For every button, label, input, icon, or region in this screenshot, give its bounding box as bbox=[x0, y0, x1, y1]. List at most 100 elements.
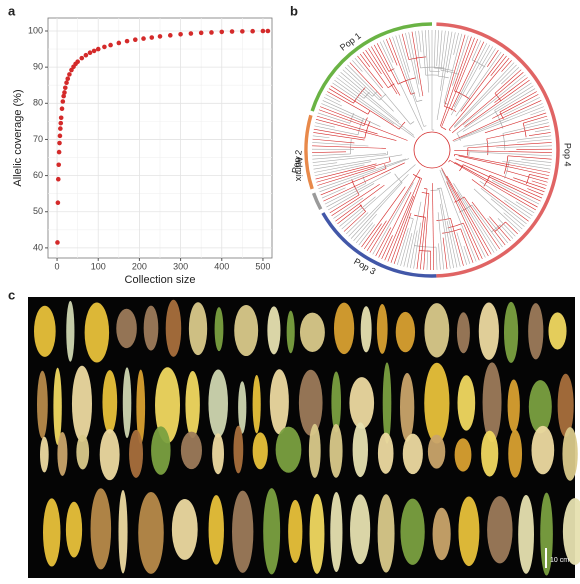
tree-branch bbox=[451, 71, 524, 134]
tree-branch bbox=[450, 218, 464, 266]
tree-arc bbox=[434, 67, 454, 72]
tree-branch bbox=[529, 173, 549, 180]
vegetable bbox=[518, 495, 535, 574]
vegetable bbox=[43, 498, 61, 567]
tree-branch bbox=[454, 150, 552, 153]
tree-branch bbox=[325, 94, 341, 103]
tree-arc bbox=[357, 117, 364, 135]
tree-branch bbox=[517, 138, 552, 143]
tree-branch bbox=[312, 142, 369, 147]
tree-branch bbox=[489, 216, 511, 242]
vegetable bbox=[350, 494, 371, 565]
vegetables bbox=[34, 299, 580, 576]
data-point bbox=[91, 48, 97, 54]
tree-arc bbox=[414, 214, 426, 218]
tree-arc bbox=[438, 75, 449, 79]
vegetable bbox=[531, 425, 555, 475]
tree-branch bbox=[355, 222, 374, 244]
tree-branch bbox=[502, 122, 549, 134]
tree-branch bbox=[314, 125, 359, 136]
tree-branch bbox=[456, 82, 532, 134]
tree-arc bbox=[483, 175, 491, 187]
tree-branch bbox=[450, 44, 491, 116]
tree-branch bbox=[330, 85, 400, 130]
tree-branch bbox=[432, 183, 434, 270]
y-tick-label: 90 bbox=[33, 62, 43, 72]
tree-branch bbox=[456, 232, 467, 265]
tree-branch bbox=[322, 100, 381, 127]
tree-branch bbox=[471, 204, 503, 248]
data-point bbox=[240, 29, 245, 34]
tree-branch bbox=[463, 135, 552, 147]
vegetable bbox=[180, 431, 203, 470]
vegetable bbox=[487, 496, 513, 564]
tree-branch bbox=[400, 218, 414, 266]
tree-branch bbox=[453, 62, 515, 127]
vegetable bbox=[214, 307, 224, 352]
tree-arc bbox=[412, 173, 421, 179]
y-tick-label: 40 bbox=[33, 242, 43, 252]
tree-branch bbox=[411, 31, 424, 97]
vegetable bbox=[76, 434, 90, 470]
tree-arc bbox=[408, 56, 426, 60]
tree-arc bbox=[384, 164, 387, 169]
tree-branch bbox=[372, 182, 414, 255]
tree-branch bbox=[395, 35, 417, 102]
tree-branch bbox=[534, 128, 551, 133]
tree-branch bbox=[471, 40, 482, 61]
tree-branch bbox=[342, 69, 373, 97]
tree-branch bbox=[454, 37, 475, 91]
data-point bbox=[58, 115, 64, 121]
tree-arc bbox=[522, 123, 527, 138]
tree-branch bbox=[496, 145, 552, 149]
tree-branch bbox=[368, 48, 398, 95]
vegetable bbox=[329, 423, 343, 478]
tree-branch bbox=[423, 193, 430, 270]
tree-branch bbox=[340, 71, 400, 123]
tree-branch bbox=[314, 161, 372, 173]
data-point bbox=[57, 140, 62, 146]
tree-branch bbox=[341, 164, 416, 230]
x-tick-label: 100 bbox=[91, 261, 106, 271]
scale-bar-label: 10 cm bbox=[550, 557, 569, 564]
tree-branch bbox=[350, 182, 403, 239]
vegetable bbox=[299, 312, 325, 353]
data-point bbox=[59, 106, 65, 112]
tree-arc bbox=[441, 126, 447, 131]
tree-branch bbox=[376, 43, 399, 85]
tree-branch bbox=[446, 32, 456, 74]
data-point bbox=[58, 120, 64, 126]
tree-branch bbox=[321, 187, 346, 199]
vegetable bbox=[208, 369, 228, 438]
y-tick-label: 80 bbox=[33, 98, 43, 108]
tree-arc bbox=[454, 196, 465, 203]
vegetable bbox=[507, 379, 520, 433]
tree-arc bbox=[459, 164, 464, 172]
vegetable bbox=[267, 306, 281, 355]
tree-branch bbox=[335, 184, 385, 222]
tree-branch bbox=[334, 79, 415, 138]
tree-branch bbox=[369, 169, 421, 253]
vegetable bbox=[171, 498, 198, 560]
tree-branch bbox=[505, 221, 518, 235]
tree-arc bbox=[388, 68, 395, 72]
data-point bbox=[55, 200, 61, 205]
tree-arc bbox=[364, 120, 371, 139]
tree-branch bbox=[315, 119, 397, 141]
tree-branch bbox=[491, 180, 540, 205]
data-point bbox=[149, 35, 155, 40]
tree-branch bbox=[453, 106, 544, 142]
tree-branch bbox=[471, 179, 529, 222]
vegetable bbox=[118, 490, 128, 574]
data-point bbox=[124, 38, 130, 44]
vegetable bbox=[155, 367, 181, 444]
tree-branch bbox=[471, 201, 506, 246]
vegetable bbox=[286, 310, 295, 354]
tree-branch bbox=[393, 212, 412, 264]
tree-branch bbox=[401, 33, 410, 60]
tree-branch bbox=[523, 115, 548, 124]
tree-branch bbox=[455, 51, 502, 117]
data-point bbox=[62, 90, 67, 95]
tree-branch bbox=[373, 44, 390, 72]
tree-arc bbox=[410, 121, 415, 125]
